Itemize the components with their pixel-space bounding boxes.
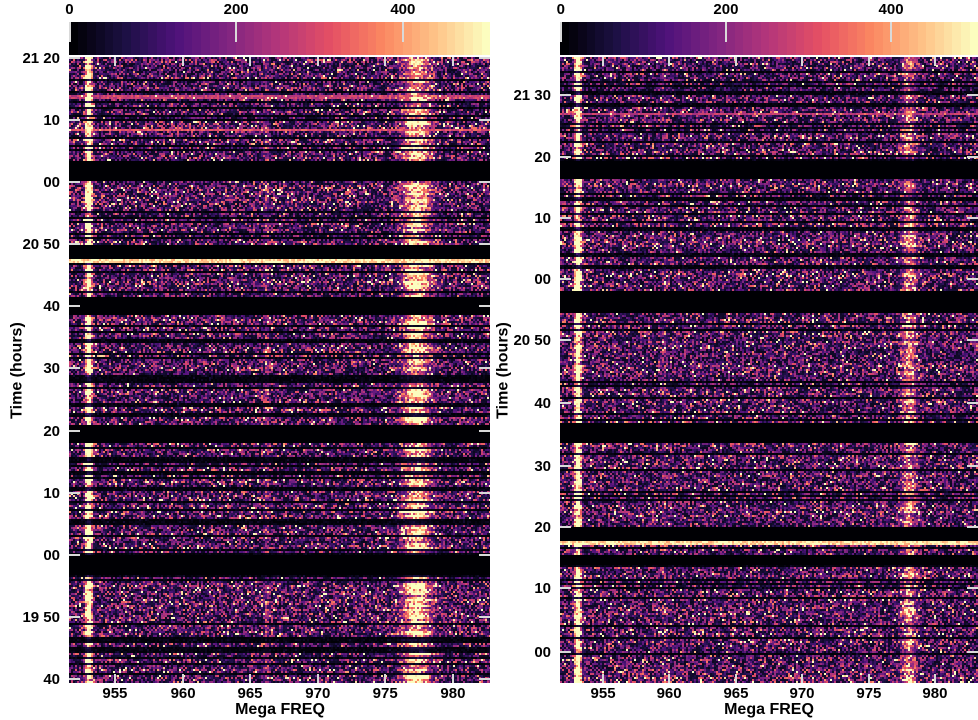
x-tick-label: 955 bbox=[590, 685, 616, 702]
x-tick-label: 960 bbox=[656, 685, 682, 702]
colorbar-tick-label: 200 bbox=[223, 1, 249, 18]
y-tick-label: 19 50 bbox=[22, 609, 60, 627]
heatmap-right bbox=[560, 57, 978, 683]
y-tick-label: 40 bbox=[43, 671, 60, 689]
x-tick-label: 965 bbox=[237, 685, 263, 702]
y-tick-label: 20 bbox=[534, 149, 551, 167]
y-tick-label: 00 bbox=[534, 271, 551, 289]
colorbar-tick-label: 400 bbox=[878, 1, 904, 18]
x-tick-label: 970 bbox=[305, 685, 331, 702]
x-tick-label: 980 bbox=[922, 685, 948, 702]
x-tick-label: 955 bbox=[102, 685, 128, 702]
colorbar-left bbox=[69, 22, 490, 55]
y-tick-label: 21 20 bbox=[22, 50, 60, 68]
colorbar-tick-label: 0 bbox=[65, 1, 74, 18]
x-axis-title-left: Mega FREQ bbox=[235, 701, 325, 718]
colorbar-right bbox=[560, 22, 978, 55]
y-tick-label: 10 bbox=[534, 209, 551, 227]
x-tick-label: 975 bbox=[856, 685, 882, 702]
y-tick-label: 20 50 bbox=[513, 331, 551, 349]
x-axis-title-right: Mega FREQ bbox=[724, 701, 814, 718]
y-tick-label: 40 bbox=[534, 395, 551, 413]
x-tick-label: 975 bbox=[372, 685, 398, 702]
colorbar-tick-label: 400 bbox=[390, 1, 416, 18]
colorbar-tick-label: 0 bbox=[556, 1, 565, 18]
y-tick-label: 30 bbox=[534, 457, 551, 475]
y-tick-label: 30 bbox=[43, 360, 60, 378]
y-tick-label: 10 bbox=[43, 485, 60, 503]
x-tick-label: 980 bbox=[440, 685, 466, 702]
y-tick-label: 20 bbox=[534, 519, 551, 537]
heatmap-left bbox=[69, 57, 490, 683]
x-tick-label: 965 bbox=[723, 685, 749, 702]
y-tick-label: 00 bbox=[43, 174, 60, 192]
y-tick-label: 00 bbox=[534, 643, 551, 661]
y-tick-label: 20 50 bbox=[22, 236, 60, 254]
y-tick-label: 21 30 bbox=[513, 87, 551, 105]
x-tick-label: 960 bbox=[170, 685, 196, 702]
y-tick-label: 10 bbox=[534, 579, 551, 597]
y-tick-label: 40 bbox=[43, 298, 60, 316]
y-tick-label: 20 bbox=[43, 422, 60, 440]
y-tick-label: 10 bbox=[43, 112, 60, 130]
x-tick-label: 970 bbox=[789, 685, 815, 702]
y-tick-label: 00 bbox=[43, 547, 60, 565]
colorbar-tick-label: 200 bbox=[713, 1, 739, 18]
